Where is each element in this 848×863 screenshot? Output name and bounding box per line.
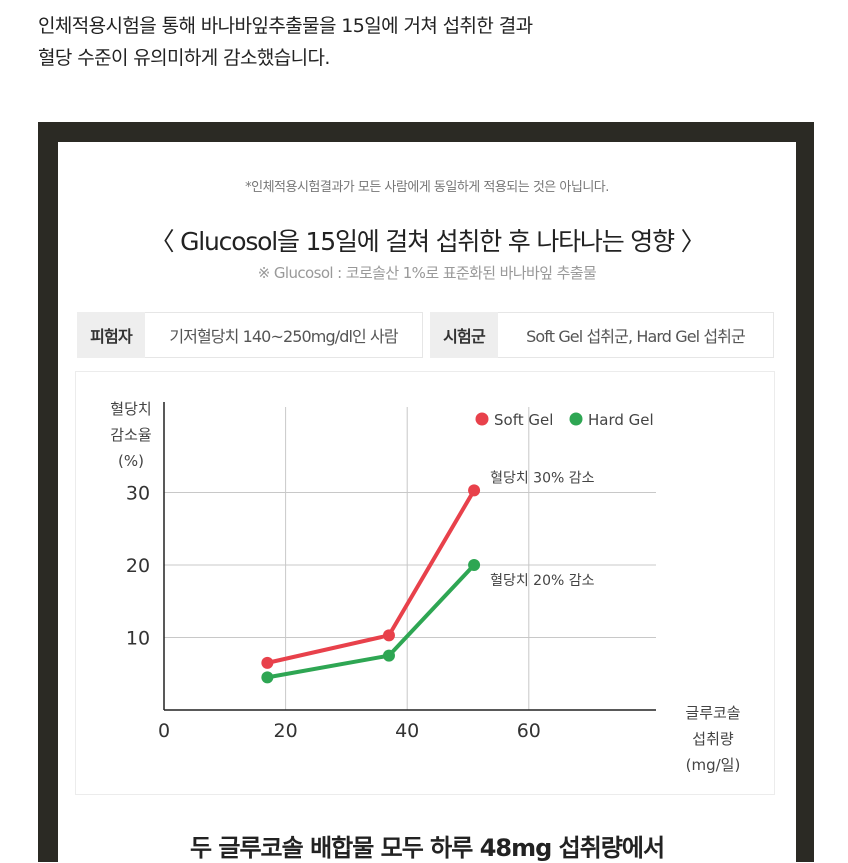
subjects-value: 기저혈당치 140~250mg/dl인 사람 [145,312,423,358]
intro-text: 인체적용시험을 통해 바나바잎추출물을 15일에 거쳐 섭취한 결과 혈당 수준… [38,10,533,74]
groups-value: Soft Gel 섭취군, Hard Gel 섭취군 [498,312,774,358]
x-tick-label: 60 [517,720,541,742]
x-axis-label: 섭취량 [692,730,734,748]
data-point [261,671,274,684]
groups-label: 시험군 [430,312,498,358]
panel-subtitle: ※ Glucosol : 코로솔산 1%로 표준화된 바나바잎 추출물 [257,264,597,282]
y-tick-label: 20 [126,555,150,577]
legend-label: Hard Gel [588,411,654,429]
x-tick-label: 0 [158,720,170,742]
data-point [261,656,274,669]
y-axis-label: 혈당치 [110,400,151,418]
legend-marker [569,412,583,426]
y-tick-label: 10 [126,628,150,650]
data-point [468,559,481,571]
x-axis-label: 글루코솔 [685,704,740,722]
legend-marker [475,412,489,426]
x-axis-label: (mg/일) [686,756,741,774]
disclaimer: *인체적용시험결과가 모든 사람에게 동일하게 적용되는 것은 아닙니다. [245,180,609,195]
bottom-text: 두 글루코솔 배합물 모두 하루 48mg 섭취량에서 [189,834,665,862]
point-annotation: 혈당치 20% 감소 [490,573,595,589]
series-line-hard-gel [265,563,477,680]
data-point [468,484,481,497]
panel-title: 〈 Glucosol을 15일에 걸쳐 섭취한 후 나타나는 영향 〉 [149,227,706,256]
study-panel: *인체적용시험결과가 모든 사람에게 동일하게 적용되는 것은 아닙니다. 〈 … [58,142,796,862]
intro-line-1: 인체적용시험을 통해 바나바잎추출물을 15일에 거쳐 섭취한 결과 [38,15,533,37]
series-line-soft-gel [265,488,477,665]
legend-label: Soft Gel [494,411,553,429]
intro-line-2: 혈당 수준이 유의미하게 감소했습니다. [38,47,330,69]
groups-row: 시험군 Soft Gel 섭취군, Hard Gel 섭취군 [430,312,774,358]
subjects-row: 피험자 기저혈당치 140~250mg/dl인 사람 [77,312,423,358]
data-point [382,629,395,642]
subjects-label: 피험자 [77,312,145,358]
y-tick-label: 30 [126,483,150,505]
y-axis-label: 감소율 [110,426,151,444]
x-tick-label: 20 [274,720,298,742]
y-axis-label: (%) [118,452,144,470]
x-tick-label: 40 [395,720,419,742]
data-point [382,649,395,662]
point-annotation: 혈당치 30% 감소 [490,470,595,486]
